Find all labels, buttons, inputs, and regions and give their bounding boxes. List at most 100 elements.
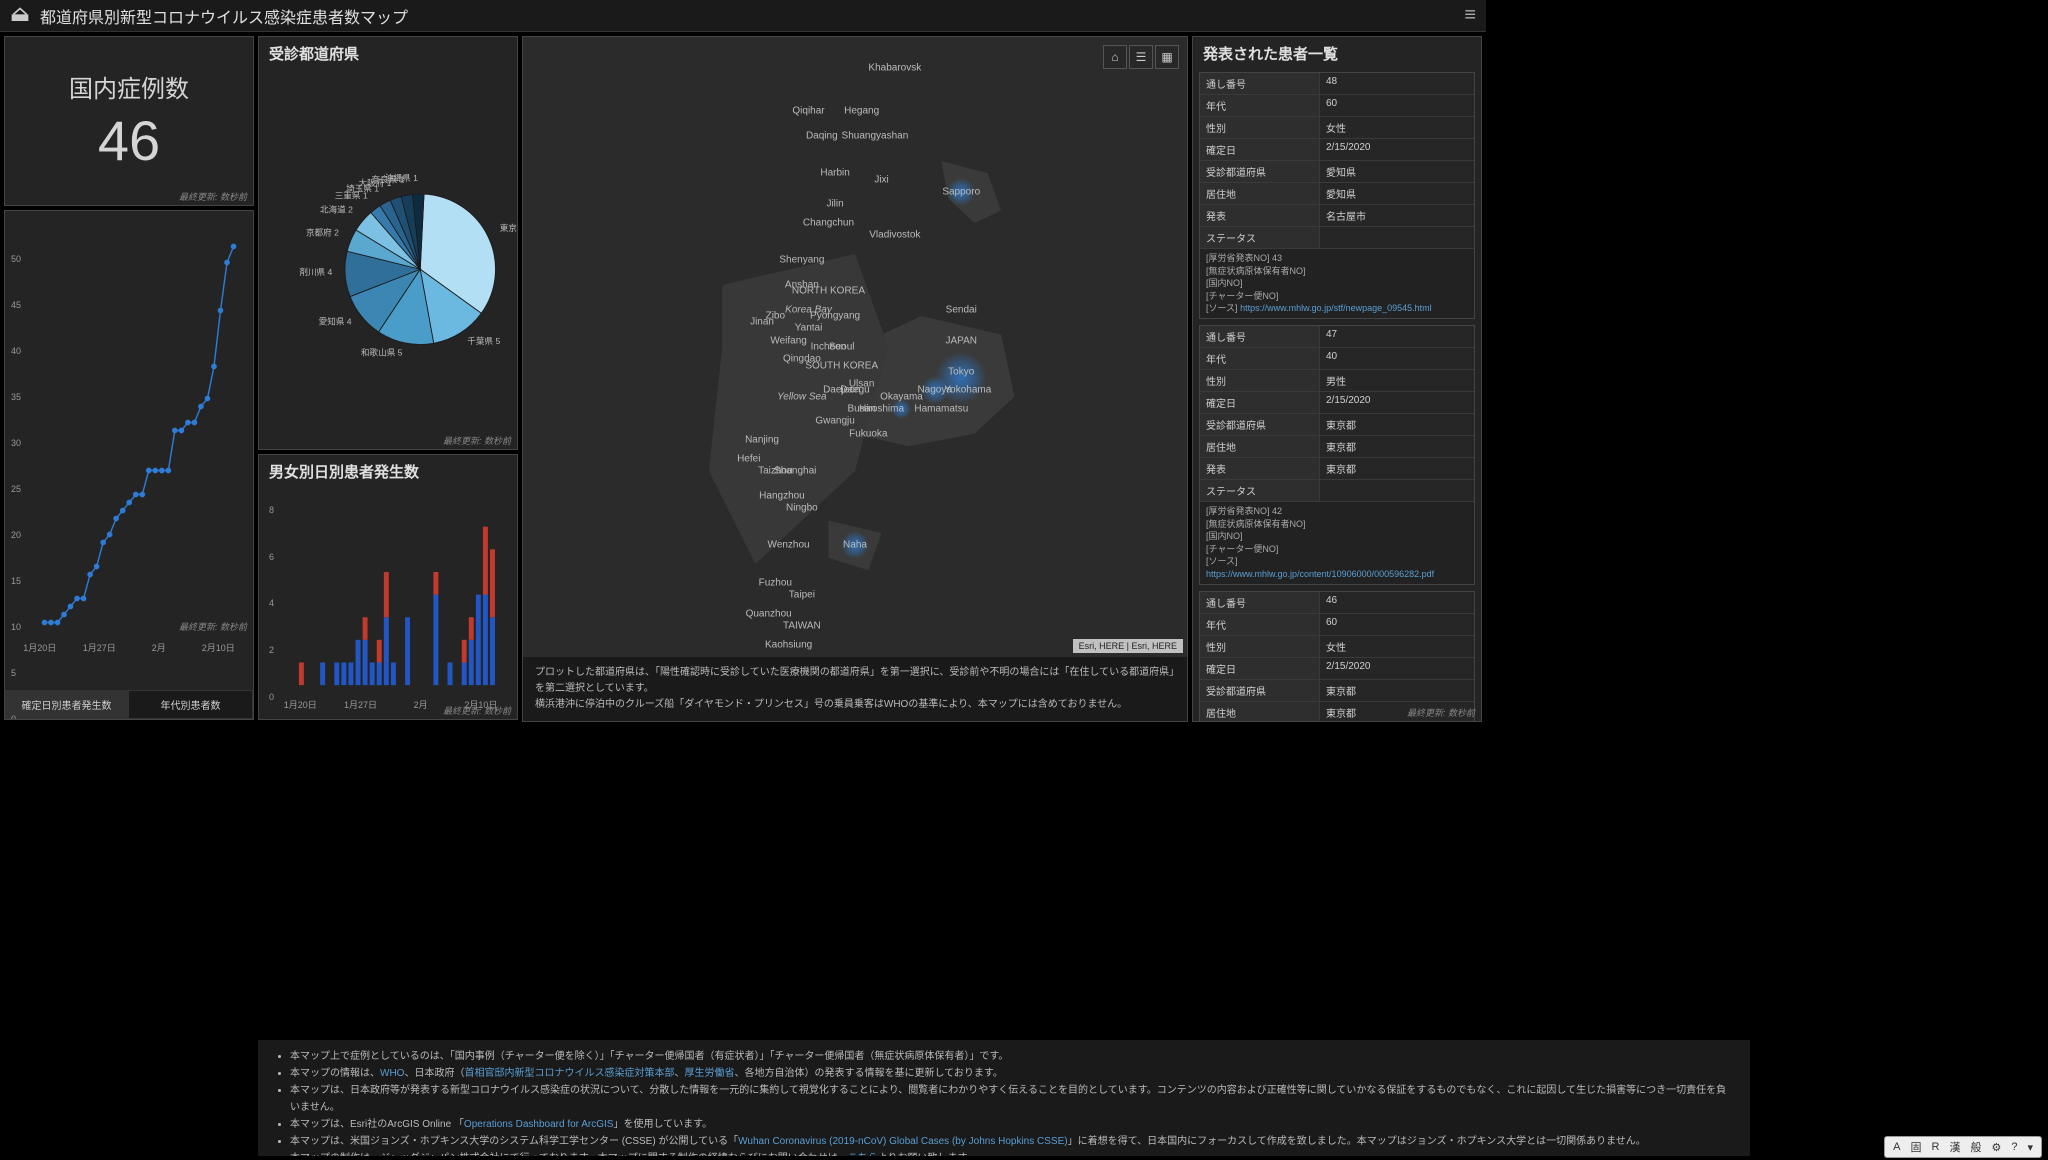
map-city-label: Anshan <box>785 280 819 291</box>
bar-footer: 最終更新: 数秒前 <box>443 704 511 717</box>
map-city-label: Yokohama <box>944 385 991 396</box>
patient-card[interactable]: 通し番号47年代40性別男性確定日2/15/2020受診都道府県東京都居住地東京… <box>1199 325 1475 585</box>
footer-note: 本マップの情報は、WHO、日本政府（首相官邸内新型コロナウイルス感染症対策本部、… <box>290 1065 1734 1082</box>
grid-icon[interactable]: ▦ <box>1155 45 1179 69</box>
map-city-label: Ningbo <box>786 503 818 514</box>
map-panel: ⌂ ☰ ▦ Esri, HERE | Esri, HERE Khabarovsk… <box>522 36 1188 722</box>
ime-item[interactable]: 般 <box>1968 1139 1983 1155</box>
map-city-label: Shuangyashan <box>842 131 909 142</box>
map-city-label: Hamamatsu <box>914 404 968 415</box>
patient-list-title: 発表された患者一覧 <box>1193 37 1481 68</box>
bar-panel: 男女別日別患者発生数 02468 1月20日1月27日2月2月10日 最終更新:… <box>258 454 518 720</box>
map-city-label: Jilin <box>826 199 843 210</box>
patient-card[interactable]: 通し番号48年代60性別女性確定日2/15/2020受診都道府県愛知県居住地愛知… <box>1199 72 1475 319</box>
svg-text:東京都 1: 東京都 1 <box>500 222 517 233</box>
map-city-label: TAIWAN <box>783 621 821 632</box>
map-city-label: Hiroshima <box>859 404 904 415</box>
map-city-label: Daejeon <box>823 385 860 396</box>
map-city-label: Hefei <box>737 453 760 464</box>
svg-text:北海道 2: 北海道 2 <box>320 203 353 214</box>
map-city-label: Harbin <box>820 168 849 179</box>
ime-item[interactable]: 固 <box>1909 1139 1924 1155</box>
tab[interactable]: 年代別患者数 <box>129 691 253 718</box>
footer-note: 本マップは、米国ジョンズ・ホプキンス大学のシステム科学工学センター (CSSE)… <box>290 1133 1734 1150</box>
map-city-label: Fukuoka <box>849 428 887 439</box>
map-city-label: Vladivostok <box>869 230 920 241</box>
svg-text:沖縄県 1: 沖縄県 1 <box>385 172 418 183</box>
map-city-label: JAPAN <box>945 335 977 346</box>
svg-text:剤川県 4: 剤川県 4 <box>299 266 332 277</box>
map-city-label: Kaohsiung <box>765 639 812 650</box>
ime-item[interactable]: R <box>1930 1141 1942 1153</box>
map-city-label: NORTH KOREA <box>792 286 865 297</box>
map-city-label: Pyongyang <box>810 311 860 322</box>
count-title: 国内症例数 <box>69 69 189 104</box>
patient-list-panel: 発表された患者一覧 通し番号48年代60性別女性確定日2/15/2020受診都道… <box>1192 36 1482 722</box>
footer-notes: 本マップ上で症例としているのは、「国内事例（チャーター便を除く）」「チャーター便… <box>258 1040 1750 1156</box>
line-chart-panel: 05101520253035404550 1月20日1月27日2月2月10日 最… <box>4 210 254 720</box>
map-city-label: Weifang <box>770 335 807 346</box>
map-city-label: Fuzhou <box>759 577 792 588</box>
footer-note: 本マップの制作は、ジャッグジャパン株式会社にて行っております。本マップに関する制… <box>290 1150 1734 1156</box>
pie-footer: 最終更新: 数秒前 <box>443 434 511 447</box>
map-city-label: Daegu <box>840 385 869 396</box>
map-city-label: Nagoya <box>917 385 951 396</box>
map-city-label: Nanjing <box>745 435 779 446</box>
map-note-2: 横浜港沖に停泊中のクルーズ船「ダイヤモンド・プリンセス」号の乗員乗客はWHOの基… <box>535 697 1175 713</box>
svg-text:愛知県 4: 愛知県 4 <box>319 316 352 327</box>
map-attribution: Esri, HERE | Esri, HERE <box>1073 639 1183 653</box>
ime-item[interactable]: 漢 <box>1947 1139 1962 1155</box>
ime-item[interactable]: ⚙ <box>1989 1141 2003 1154</box>
line-chart: 05101520253035404550 1月20日1月27日2月2月10日 <box>5 211 253 690</box>
ime-item[interactable]: A <box>1891 1141 1902 1153</box>
chart-tabs: 確定日別患者発生数年代別患者数 <box>5 690 253 718</box>
map-city-label: Ulsan <box>849 379 875 390</box>
map-city-label: Shenyang <box>779 255 824 266</box>
menu-icon[interactable]: ≡ <box>1464 4 1476 27</box>
list-icon[interactable]: ☰ <box>1129 45 1153 69</box>
map-city-label: Wenzhou <box>768 540 810 551</box>
home-icon[interactable]: ⌂ <box>1103 45 1127 69</box>
bar-title: 男女別日別患者発生数 <box>259 455 517 486</box>
map-city-label: Naha <box>843 540 867 551</box>
map-city-label: Korea Bay <box>785 304 832 315</box>
header: 都道府県別新型コロナウイルス感染症患者数マップ ≡ <box>0 0 1486 32</box>
map-city-label: Taipei <box>789 590 815 601</box>
bar-chart: 02468 1月20日1月27日2月2月10日 <box>259 486 517 720</box>
map-city-label: Yantai <box>795 323 823 334</box>
tab[interactable]: 確定日別患者発生数 <box>5 691 129 718</box>
map-city-label: SOUTH KOREA <box>805 360 878 371</box>
map-city-label: Zibo <box>766 311 785 322</box>
map-city-label: Jixi <box>874 174 888 185</box>
update-box: 最終更新日（mm/dd/YYYY） 2/15/2020 <box>5 718 253 720</box>
map-city-label: Sapporo <box>942 187 980 198</box>
map-city-label: Quanzhou <box>746 608 792 619</box>
map-city-label: Changchun <box>803 218 854 229</box>
map-city-label: Qingdao <box>783 354 821 365</box>
patient-list[interactable]: 通し番号48年代60性別女性確定日2/15/2020受診都道府県愛知県居住地愛知… <box>1193 68 1481 721</box>
pie-chart: 東京都 1千葉県 5和歌山県 5愛知県 4剤川県 4京都府 2北海道 2三重県 … <box>259 68 517 449</box>
line-footer: 最終更新: 数秒前 <box>179 620 247 633</box>
map-city-label: Okayama <box>880 391 923 402</box>
map-city-label: Daqing <box>806 131 838 142</box>
pie-title: 受診都道府県 <box>259 37 517 68</box>
map-city-label: Tokyo <box>948 366 974 377</box>
map-city-label: Hegang <box>844 106 879 117</box>
map-city-label: Busan <box>847 404 875 415</box>
svg-text:和歌山県 5: 和歌山県 5 <box>361 347 403 358</box>
map-city-label: Incheon <box>811 342 847 353</box>
map-city-label: Seoul <box>829 342 855 353</box>
ime-item[interactable]: ▾ <box>2025 1141 2035 1154</box>
svg-text:京都府 2: 京都府 2 <box>306 226 339 237</box>
map-city-label: Taizhou <box>758 466 792 477</box>
map[interactable]: ⌂ ☰ ▦ Esri, HERE | Esri, HERE Khabarovsk… <box>523 37 1187 657</box>
map-notes: プロットした都道府県は、「陽性確認時に受診していた医療機関の都道府県」を第一選択… <box>523 657 1187 721</box>
svg-text:千葉県 5: 千葉県 5 <box>467 335 500 346</box>
ime-toolbar[interactable]: A固R漢般 ⚙? ▾ <box>1884 1136 2042 1158</box>
ime-item[interactable]: ? <box>2009 1141 2019 1153</box>
patient-card[interactable]: 通し番号46年代60性別女性確定日2/15/2020受診都道府県東京都居住地東京… <box>1199 591 1475 721</box>
page-title: 都道府県別新型コロナウイルス感染症患者数マップ <box>40 4 408 28</box>
map-city-label: Shanghai <box>774 466 816 477</box>
total-count-panel: 国内症例数 46 最終更新: 数秒前 <box>4 36 254 206</box>
map-city-label: Sendai <box>946 304 977 315</box>
